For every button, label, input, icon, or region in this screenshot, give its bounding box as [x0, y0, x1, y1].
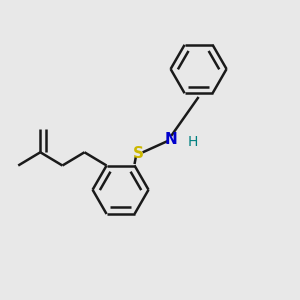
Text: H: H [187, 135, 198, 149]
Text: N: N [165, 132, 178, 147]
Text: S: S [133, 146, 144, 161]
